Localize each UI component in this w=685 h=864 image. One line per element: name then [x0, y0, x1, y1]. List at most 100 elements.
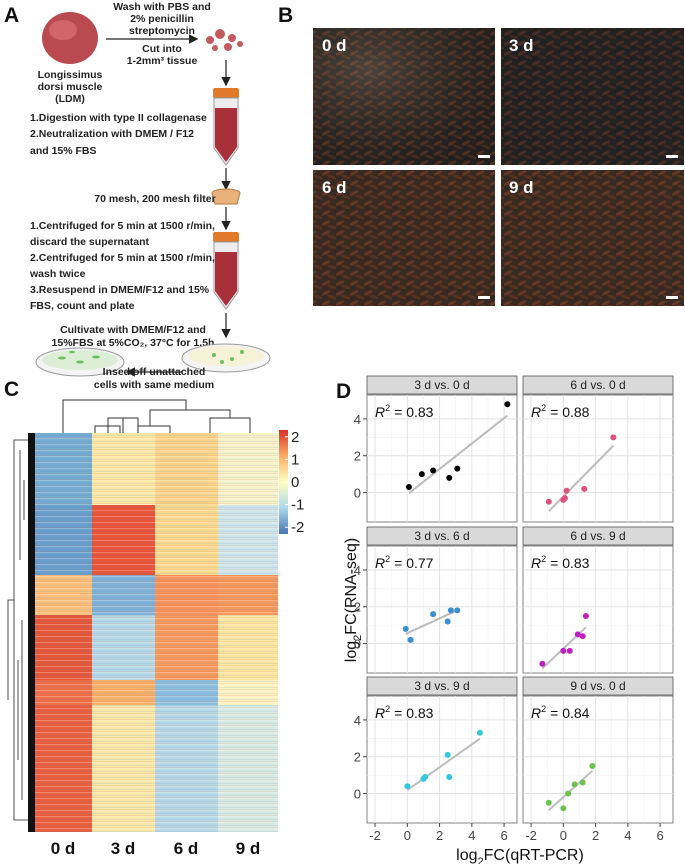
fit-line — [548, 445, 615, 512]
r-symbol: R — [531, 555, 541, 571]
step-text: wash twice — [29, 268, 86, 280]
facet-title: 3 d vs. 0 d — [414, 378, 469, 392]
colorbar-tick-label: 1 — [291, 451, 299, 468]
facet-title: 3 d vs. 6 d — [414, 529, 469, 543]
plot-area — [366, 545, 518, 674]
heatmap — [35, 433, 278, 832]
step-text: Longissimus — [38, 69, 103, 81]
point — [560, 805, 567, 812]
image-label: 0 d — [322, 36, 347, 55]
point — [504, 401, 511, 408]
point — [404, 783, 411, 790]
colorbar — [279, 430, 288, 534]
panel-d: D log2FC(RNA-seq) log2FC(qRT-PCR) 3 d vs… — [336, 375, 674, 864]
facet-title: 6 d vs. 9 d — [570, 529, 625, 543]
panel-label: B — [278, 4, 293, 27]
point — [579, 633, 586, 640]
column-dendrogram — [62, 399, 251, 433]
r-value: = 0.84 — [550, 705, 590, 721]
panel-a: A Wash with PBS and 2% penicillin strept… — [4, 1, 271, 391]
fit-line — [408, 414, 508, 494]
panel-label: C — [4, 378, 19, 401]
colorbar-tick-label: -1 — [291, 497, 304, 514]
plot-area — [366, 695, 518, 824]
colorbar-tick-label: -2 — [291, 519, 304, 536]
y-axis-label: log2FC(RNA-seq) — [343, 538, 364, 662]
point — [446, 474, 453, 481]
y-tick-label: 4 — [354, 563, 361, 578]
point — [447, 607, 454, 614]
x-axis-label: log2FC(qRT-PCR) — [456, 847, 584, 864]
strip — [366, 375, 518, 395]
point — [589, 762, 596, 769]
r-symbol: R — [375, 705, 385, 721]
facet-title: 9 d vs. 0 d — [570, 679, 625, 693]
filter-icon — [211, 188, 241, 205]
tube-icon — [213, 232, 239, 310]
step-text: and 15% FBS — [30, 145, 97, 157]
step-text: streptomycin — [129, 25, 195, 37]
colorbar-tick-label: 2 — [291, 429, 299, 446]
point — [582, 612, 589, 619]
r-symbol: R — [531, 404, 541, 420]
y-tick-label: 0 — [354, 637, 361, 652]
panel-label: A — [4, 4, 19, 27]
r-value: = 0.83 — [550, 555, 590, 571]
point — [581, 485, 588, 492]
step-text: Wash with PBS and — [113, 1, 211, 13]
strip — [366, 526, 518, 546]
column-label: 0 d — [51, 839, 76, 858]
colorbar-tick-label: 0 — [291, 474, 299, 491]
point — [454, 465, 461, 472]
step-text: 70 mesh, 200 mesh filter — [94, 193, 215, 205]
step-text: 15%FBS at 5%CO₂, 37°C for 1.5h — [52, 337, 215, 349]
r-squared: R2 = 0.84 — [531, 704, 590, 721]
step-text: 2.Neutralization with DMEM / F12 — [30, 128, 194, 140]
image-label: 9 d — [509, 178, 534, 197]
facet-title: 3 d vs. 9 d — [414, 679, 469, 693]
y-tick-label: 2 — [354, 600, 361, 615]
plot-area — [366, 394, 518, 523]
step-text: discard the supernatant — [30, 236, 150, 248]
r-value: = 0.77 — [394, 555, 434, 571]
plot-area — [522, 545, 674, 674]
x-tick-label: 2 — [436, 828, 443, 843]
point — [610, 434, 617, 441]
column-label: 9 d — [236, 839, 261, 858]
step-text: 2% penicillin — [130, 13, 194, 25]
step-text: 1-2mm³ tissue — [127, 55, 198, 67]
point — [444, 751, 451, 758]
point — [407, 636, 414, 643]
y-tick-label: 0 — [354, 486, 361, 501]
point — [571, 781, 578, 788]
panel-label: D — [336, 380, 351, 403]
tissue-icon — [206, 29, 243, 51]
step-text: 2.Centrifuged for 5 min at 1500 r/min, — [30, 252, 215, 264]
x-tick-label: 0 — [560, 828, 567, 843]
r-value: = 0.83 — [394, 705, 434, 721]
muscle-icon — [49, 20, 77, 40]
point — [539, 660, 546, 667]
panel-b: B 0 d 3 d 6 d 9 d — [278, 4, 684, 306]
step-text: Cut into — [142, 43, 182, 55]
panel-c: C 0 d 3 d 6 d 9 d 2 1 0 -1 -2 — [4, 378, 304, 858]
x-tick-label: 6 — [656, 828, 663, 843]
point — [430, 467, 437, 474]
r-squared: R2 = 0.83 — [375, 704, 434, 721]
point — [545, 498, 552, 505]
column-label: 3 d — [111, 839, 136, 858]
strip — [522, 676, 674, 696]
point — [405, 484, 412, 491]
step-text: 3.Resuspend in DMEM/F12 and 15% — [30, 284, 210, 296]
r-exponent: 2 — [385, 554, 390, 564]
x-tick-label: 6 — [500, 828, 507, 843]
point — [561, 495, 568, 502]
step-text: (LDM) — [55, 93, 85, 105]
step-text: 1.Digestion with type II collagenase — [30, 112, 207, 124]
micrograph — [501, 28, 684, 165]
r-symbol: R — [375, 404, 385, 420]
y-tick-label: 4 — [354, 713, 361, 728]
r-exponent: 2 — [385, 403, 390, 413]
x-tick-label: -2 — [525, 828, 537, 843]
point — [476, 729, 483, 736]
